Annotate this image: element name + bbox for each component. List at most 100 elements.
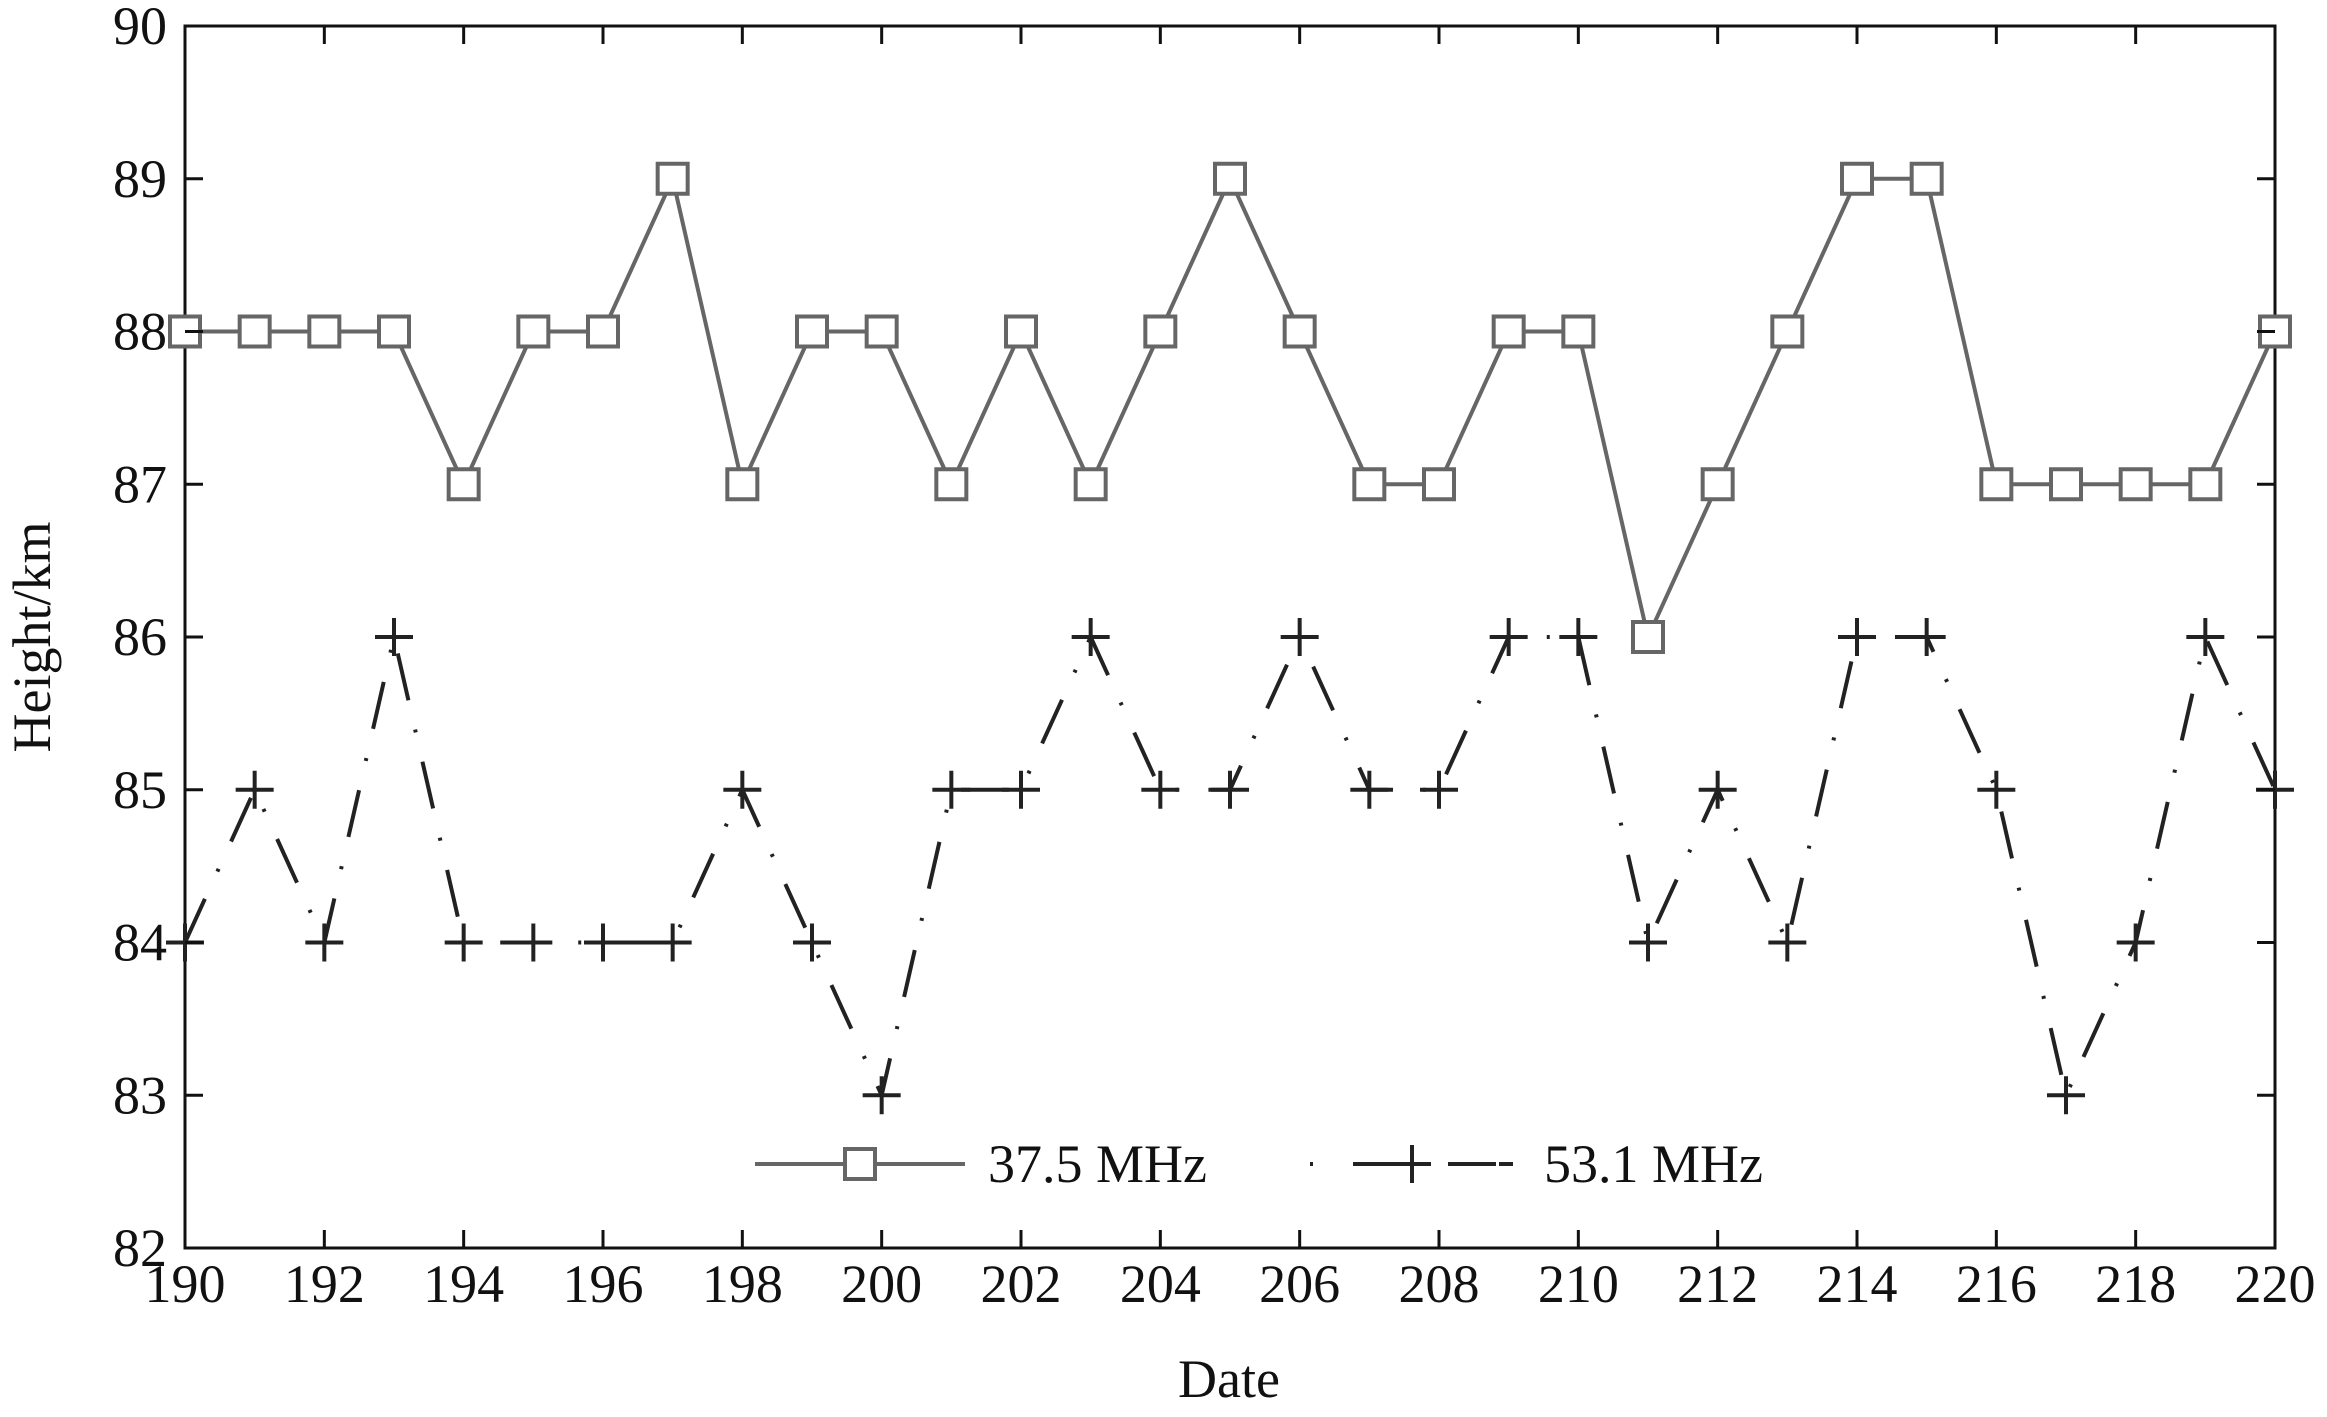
data-point [1071, 618, 1110, 656]
data-point [1280, 618, 1319, 656]
data-point [514, 923, 553, 962]
data-point [653, 923, 692, 962]
data-point [1561, 314, 1596, 349]
x-tick-label: 214 [1817, 1254, 1898, 1314]
data-point [1559, 618, 1598, 656]
data-point [1700, 467, 1735, 502]
data-point [235, 770, 274, 809]
data-point [723, 770, 762, 809]
y-tick-label: 82 [113, 1218, 167, 1278]
x-tick-label: 210 [1538, 1254, 1619, 1314]
data-point [516, 314, 551, 349]
data-point [2047, 1076, 2085, 1115]
y-tick-label: 89 [113, 149, 167, 209]
x-tick-label: 202 [981, 1254, 1062, 1314]
y-tick-label: 87 [113, 454, 167, 514]
x-tick-label: 196 [563, 1254, 644, 1314]
data-point [1629, 923, 1667, 962]
y-tick-label: 83 [113, 1065, 167, 1125]
y-tick-label: 85 [113, 760, 167, 820]
series-line [185, 172, 2277, 644]
data-point [793, 923, 831, 962]
data-point [725, 467, 760, 502]
x-tick-label: 192 [284, 1254, 365, 1314]
x-tick-label: 208 [1399, 1254, 1480, 1314]
legend-marker [843, 1147, 877, 1181]
legend-label: 37.5 MHz [988, 1134, 1207, 1194]
x-tick-label: 198 [702, 1254, 783, 1314]
x-tick-label: 218 [2095, 1254, 2176, 1314]
data-point [1143, 314, 1178, 349]
y-tick-label: 84 [113, 913, 167, 973]
x-axis: 190 192 194 196 198 200 202 204 206 208 210 212 214 2… [145, 26, 2316, 1314]
x-tick-label: 220 [2235, 1254, 2316, 1314]
data-point [1422, 467, 1456, 502]
data-point [584, 923, 622, 962]
y-tick-label: 86 [113, 607, 167, 667]
data-point [237, 314, 272, 349]
plot-area [183, 24, 2277, 1250]
data-point [2186, 618, 2225, 656]
data-point [934, 467, 969, 502]
data-point [375, 618, 413, 656]
data-point [1770, 314, 1805, 349]
x-tick-label: 194 [423, 1254, 504, 1314]
y-tick-label: 90 [113, 0, 167, 56]
data-point [305, 923, 344, 962]
data-point [2188, 467, 2223, 502]
legend-marker [1393, 1145, 1431, 1183]
data-point [1141, 770, 1180, 809]
y-tick-label: 88 [113, 302, 167, 362]
data-point [307, 314, 342, 349]
x-tick-label: 212 [1677, 1254, 1758, 1314]
data-point [586, 314, 620, 349]
data-point [446, 467, 481, 502]
x-tick-label: 190 [145, 1254, 226, 1314]
legend-label: 53.1 MHz [1544, 1134, 1763, 1194]
series-0 [168, 161, 2292, 654]
data-point [1073, 467, 1108, 502]
data-point [655, 161, 690, 196]
data-point [1907, 618, 1946, 656]
data-point [1002, 770, 1040, 809]
y-axis-title: Height/km [2, 522, 62, 753]
x-tick-label: 204 [1120, 1254, 1201, 1314]
data-point [377, 314, 411, 349]
data-point [864, 314, 899, 349]
data-point [795, 314, 829, 349]
data-point [1211, 770, 1249, 809]
series-1 [166, 618, 2294, 1115]
plot-frame [183, 24, 2277, 1250]
data-point [1004, 314, 1038, 349]
data-point [2049, 467, 2083, 502]
data-point [1977, 770, 2016, 809]
x-tick-label: 200 [841, 1254, 922, 1314]
data-point [1909, 161, 1944, 196]
x-axis-title: Date [1178, 1349, 1280, 1409]
series-layer [166, 161, 2294, 1115]
data-point [1979, 467, 2014, 502]
y-axis: 82 83 84 85 86 87 88 89 90 [113, 0, 2275, 1278]
data-point [1840, 161, 1874, 196]
data-point [1352, 467, 1387, 502]
x-tick-label: 216 [1956, 1254, 2037, 1314]
data-point [1838, 618, 1876, 656]
data-point [2116, 923, 2155, 962]
data-point [862, 1076, 901, 1115]
data-point [444, 923, 483, 962]
data-point [1768, 923, 1807, 962]
data-point [1491, 314, 1526, 349]
data-point [1698, 770, 1737, 809]
data-point [1631, 620, 1665, 654]
data-point [1282, 314, 1317, 349]
data-point [1213, 161, 1247, 196]
data-point [1420, 770, 1458, 809]
x-tick-label: 206 [1259, 1254, 1340, 1314]
data-point [1350, 770, 1389, 809]
data-point [932, 770, 971, 809]
series-line [183, 630, 2277, 1102]
data-point [1489, 618, 1528, 656]
legend: 37.5 MHz 53.1 MHz [755, 1134, 1763, 1194]
data-point [2118, 467, 2153, 502]
